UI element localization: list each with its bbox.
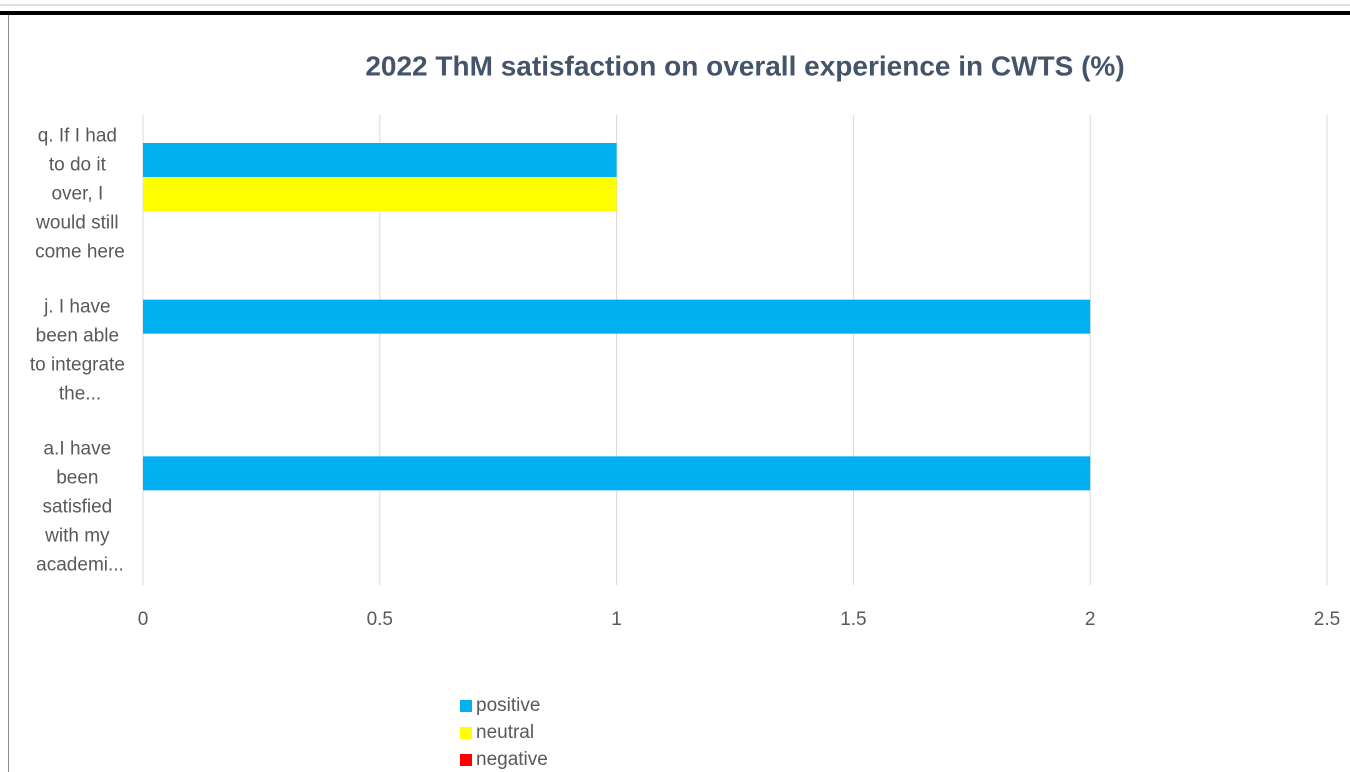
legend-label: negative xyxy=(476,749,548,770)
legend-swatch xyxy=(460,700,472,712)
x-tick-label: 1 xyxy=(611,609,622,630)
x-tick-label: 0 xyxy=(138,609,149,630)
y-tick-label: q. If I had to do it over, I would still… xyxy=(35,125,125,262)
y-tick-label: j. I have been able to integrate the... xyxy=(30,297,130,405)
legend-label: positive xyxy=(476,695,540,716)
chart-title: 2022 ThM satisfaction on overall experie… xyxy=(365,50,1124,81)
bar xyxy=(143,143,617,177)
x-tick-label: 1.5 xyxy=(840,609,866,630)
bar xyxy=(143,299,1091,334)
legend-swatch xyxy=(460,727,472,739)
bar xyxy=(143,456,1091,491)
legend-swatch xyxy=(460,754,472,766)
legend-label: neutral xyxy=(476,722,534,743)
x-tick-label: 2.5 xyxy=(1314,609,1340,630)
x-tick-label: 2 xyxy=(1085,609,1096,630)
y-tick-label: a.I have been satisfied with my academi.… xyxy=(36,439,124,576)
bar xyxy=(143,177,617,211)
x-tick-label: 0.5 xyxy=(367,609,393,630)
